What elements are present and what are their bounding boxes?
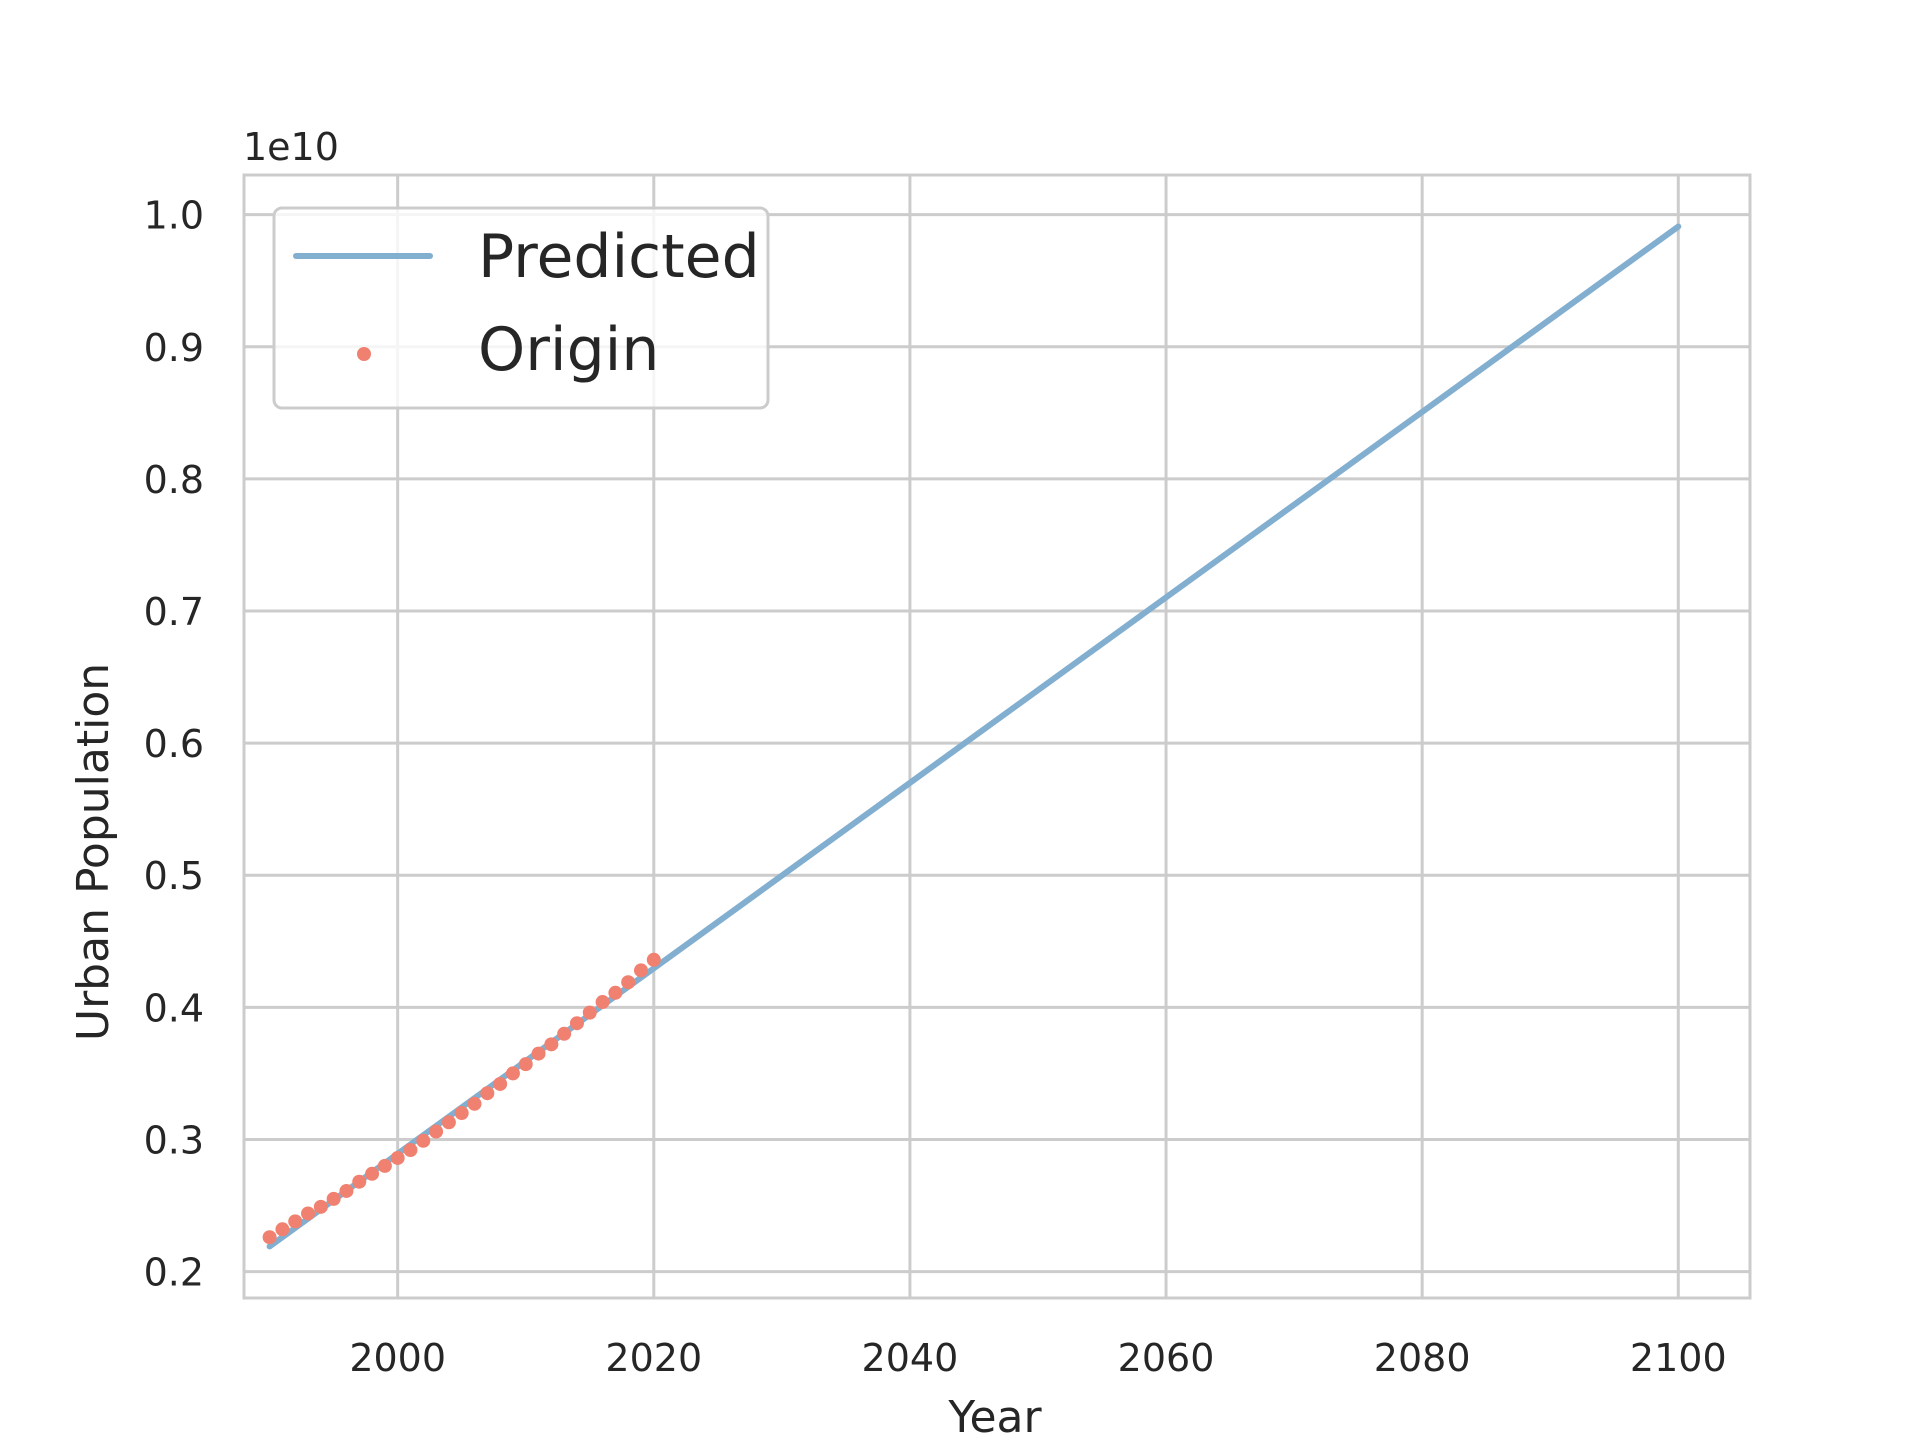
- origin-point: [275, 1222, 290, 1237]
- x-tick-label: 2020: [605, 1336, 702, 1380]
- x-tick-label: 2100: [1630, 1336, 1727, 1380]
- origin-point: [480, 1086, 495, 1101]
- origin-point: [633, 963, 648, 978]
- origin-point: [416, 1133, 431, 1148]
- y-tick-label: 0.9: [144, 326, 204, 370]
- origin-point: [352, 1174, 367, 1189]
- origin-point: [403, 1143, 418, 1158]
- origin-point: [569, 1016, 584, 1031]
- x-tick-label: 2080: [1374, 1336, 1471, 1380]
- y-tick-label: 0.5: [144, 854, 204, 898]
- origin-point: [429, 1124, 444, 1139]
- origin-point: [531, 1046, 546, 1061]
- predicted-line: [266, 223, 1682, 1250]
- y-tick-label: 0.8: [144, 458, 204, 502]
- origin-point: [608, 985, 623, 1000]
- origin-point: [326, 1191, 341, 1206]
- origin-point: [505, 1066, 520, 1081]
- series-layer: [262, 223, 1682, 1250]
- y-axis-label: Urban Population: [68, 663, 119, 1041]
- origin-point: [621, 975, 636, 990]
- grid: [244, 175, 1750, 1298]
- x-tick-label: 2040: [862, 1336, 959, 1380]
- legend-origin-label: Origin: [478, 315, 659, 385]
- origin-point: [454, 1106, 469, 1121]
- origin-point: [493, 1076, 508, 1091]
- y-axis-ticks: 0.2 0.3 0.4 0.5 0.6 0.7 0.8 0.9 1.0: [144, 194, 204, 1295]
- y-axis-offset-text: 1e10: [243, 125, 339, 169]
- origin-point: [557, 1026, 572, 1041]
- y-tick-label: 0.3: [144, 1118, 204, 1162]
- legend: Predicted Origin: [272, 206, 770, 410]
- origin-point: [377, 1158, 392, 1173]
- origin-point: [390, 1150, 405, 1165]
- origin-point: [441, 1115, 456, 1130]
- origin-point: [582, 1005, 597, 1020]
- x-axis-label: Year: [947, 1392, 1042, 1440]
- legend-origin-swatch: [357, 347, 371, 361]
- y-tick-label: 0.2: [144, 1251, 204, 1295]
- origin-point: [544, 1037, 559, 1052]
- y-tick-label: 0.4: [144, 986, 204, 1030]
- origin-point: [301, 1206, 316, 1221]
- y-tick-label: 0.6: [144, 722, 204, 766]
- origin-point: [339, 1183, 354, 1198]
- origin-point: [313, 1199, 328, 1214]
- origin-point: [646, 952, 661, 967]
- origin-point: [365, 1166, 380, 1181]
- x-tick-label: 2060: [1118, 1336, 1215, 1380]
- plot-frame: [242, 173, 1752, 1300]
- origin-point: [288, 1214, 303, 1229]
- x-axis-ticks: 2000 2020 2040 2060 2080 2100: [349, 1336, 1726, 1380]
- legend-predicted-label: Predicted: [478, 222, 760, 292]
- origin-point: [467, 1096, 482, 1111]
- origin-point: [262, 1230, 277, 1245]
- origin-point: [518, 1057, 533, 1072]
- y-tick-label: 0.7: [144, 590, 204, 634]
- x-tick-label: 2000: [349, 1336, 446, 1380]
- origin-point: [595, 995, 610, 1010]
- y-tick-label: 1.0: [144, 194, 204, 238]
